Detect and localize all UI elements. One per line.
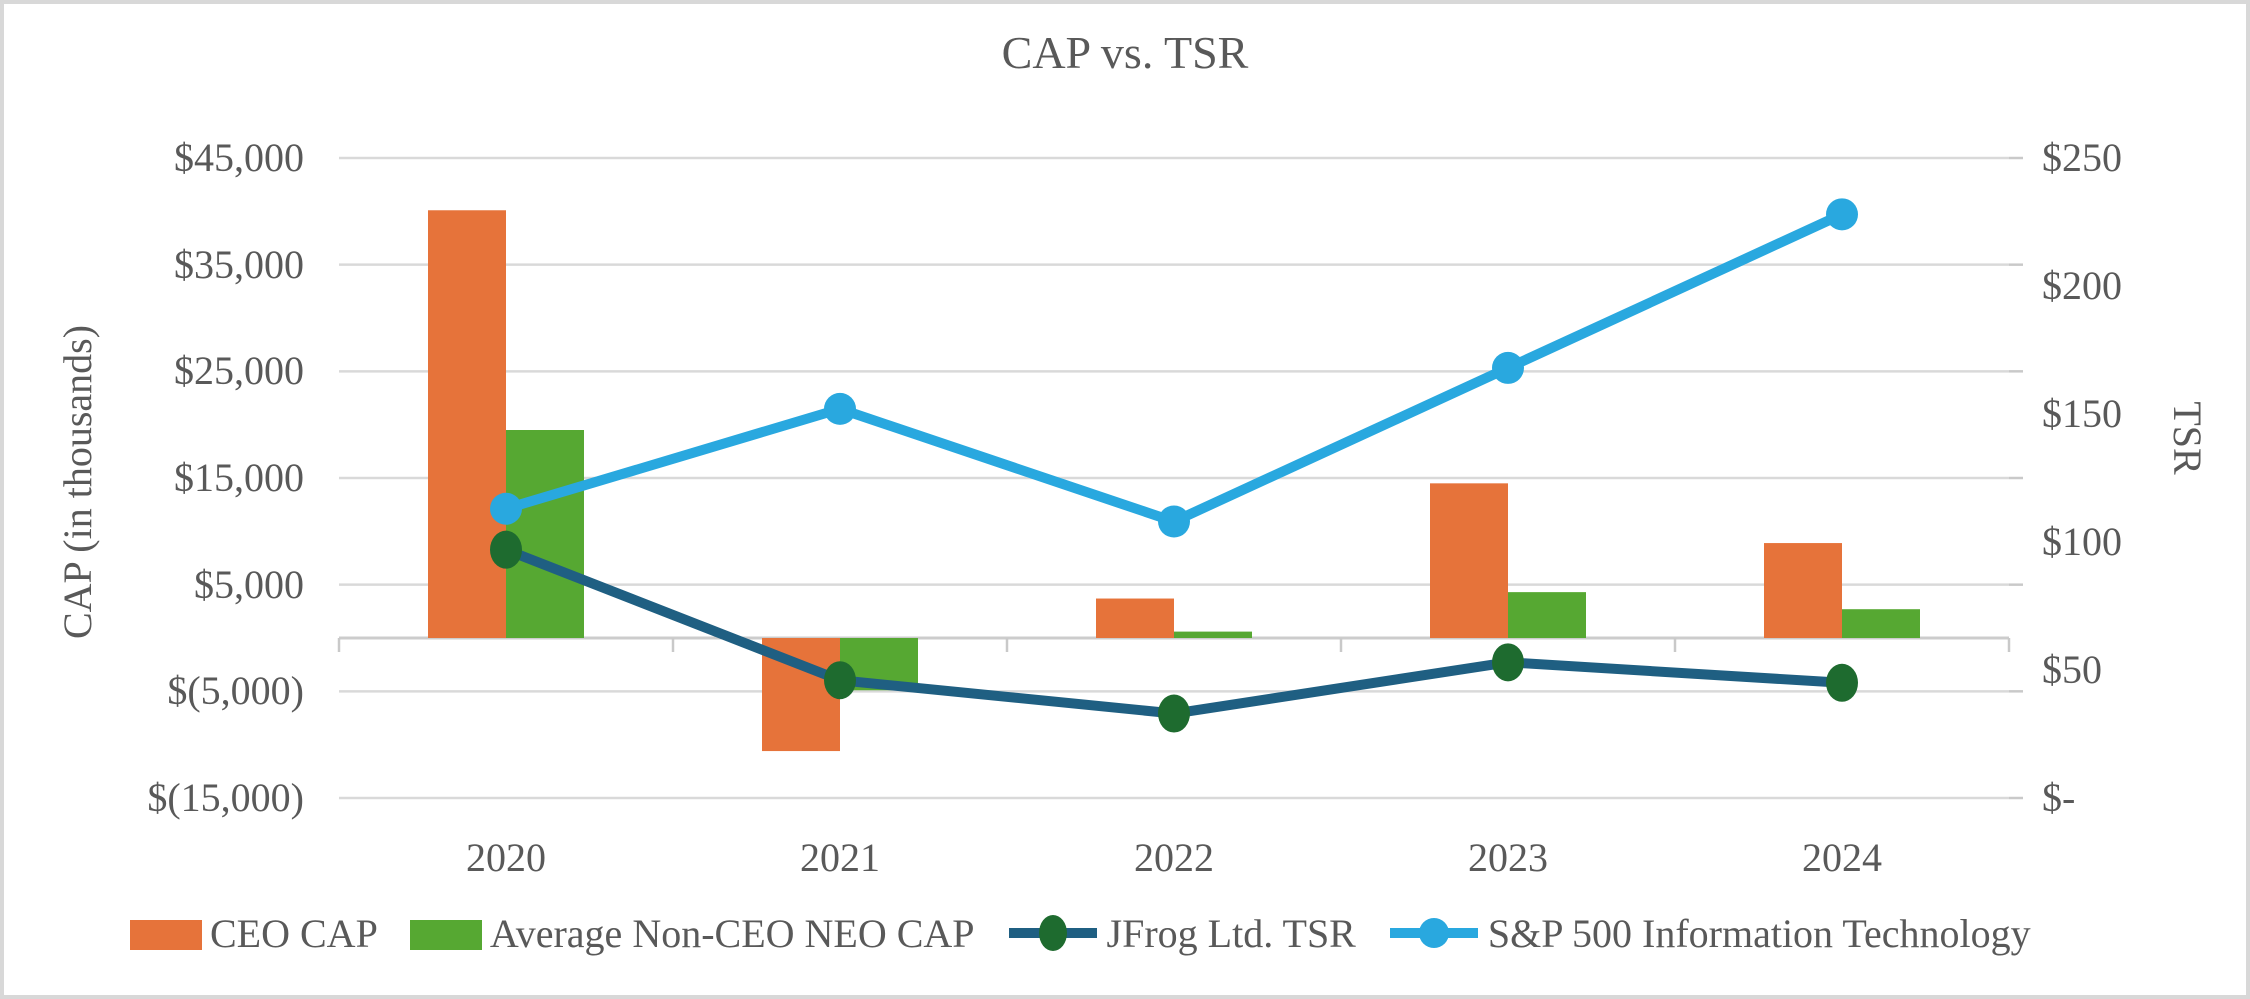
sp500-it-marker [490,492,522,525]
x-axis-label: 2022 [1134,835,1214,880]
x-axis-label: 2020 [466,835,546,880]
right-axis-tick-label: $200 [2042,263,2122,308]
left-axis-tick-label: $45,000 [174,135,304,180]
avg-neo-cap-bar [1174,631,1252,638]
left-axis-tick-label: $35,000 [174,241,304,287]
x-axis-label: 2021 [800,835,880,880]
jfrog-tsr-marker [1158,694,1190,733]
left-axis-tick-label: $15,000 [174,455,304,500]
legend-item-avg-neo-cap: Average Non-CEO NEO CAP [409,910,975,957]
left-axis-title: CAP (in thousands) [55,324,100,640]
legend-bar-swatch [409,920,482,950]
right-axis-tick-label: $250 [2042,135,2122,180]
legend-bar-swatch [130,920,202,950]
sp500-it-marker [1492,351,1524,384]
avg-neo-cap-bar [1508,592,1586,638]
chart-title: CAP vs. TSR [1001,27,1249,78]
x-axis-label: 2024 [1802,835,1882,880]
jfrog-tsr-marker [1826,663,1858,702]
left-axis-tick-label: $5,000 [194,561,304,607]
sp500-it-line [501,209,1847,527]
legend-label: Average Non-CEO NEO CAP [489,910,975,956]
ceo-cap-bar [1430,483,1508,638]
legend-item-jfrog-tsr: JFrog Ltd. TSR [1007,910,1356,957]
legend-line-swatch [1389,918,1478,948]
ceo-cap-bar [1096,598,1174,638]
legend-line-swatch [1008,915,1097,951]
jfrog-tsr-marker [1492,643,1524,682]
ceo-cap-bar [428,210,506,638]
sp500-it-marker [824,392,856,425]
left-axis-tick-label: $(15,000) [147,775,304,820]
legend-label: JFrog Ltd. TSR [1106,910,1356,956]
sp500-it-marker [1158,505,1190,538]
plot-area [337,156,2023,800]
right-axis-tick-label: $150 [2042,391,2122,436]
right-axis-tick-label: $- [2042,775,2076,820]
jfrog-tsr-marker [824,661,856,700]
jfrog-tsr-marker [490,530,522,569]
legend-item-sp500-it: S&P 500 Information Technology [1388,910,2031,957]
x-axis-label: 2023 [1468,835,1548,880]
legend: CEO CAP Average Non-CEO NEO CAP JFrog Ltd.… [130,907,2049,959]
ceo-cap-bar [1764,543,1842,638]
legend-label: CEO CAP [210,910,378,956]
left-axis-tick-label: $25,000 [174,348,304,394]
legend-label: S&P 500 Information Technology [1487,910,2031,956]
right-axis-tick-label: $50 [2042,647,2102,692]
avg-neo-cap-bar [506,430,584,638]
legend-item-ceo-cap: CEO CAP [130,910,378,957]
left-axis-tick-label: $(5,000) [167,668,304,714]
right-axis-tick-label: $100 [2042,519,2122,564]
sp500-it-marker [1826,198,1858,231]
avg-neo-cap-bar [1842,609,1920,638]
